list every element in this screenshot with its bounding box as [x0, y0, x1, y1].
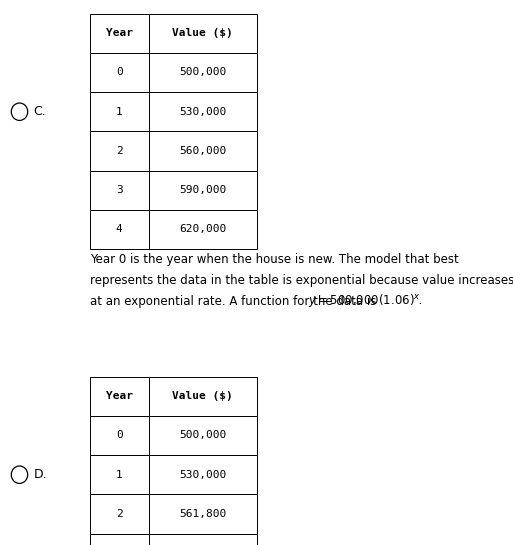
Text: 1: 1: [116, 107, 123, 117]
Text: at an exponential rate. A function for the data is: at an exponential rate. A function for t…: [90, 295, 376, 308]
Bar: [149, 416, 256, 455]
Bar: [90, 210, 149, 249]
Text: Year: Year: [106, 28, 133, 38]
Text: C.: C.: [33, 105, 46, 118]
Text: represents the data in the table is exponential because value increases: represents the data in the table is expo…: [90, 274, 513, 287]
Text: 0: 0: [116, 68, 123, 77]
Bar: [149, 92, 256, 131]
Bar: [90, 377, 149, 416]
Bar: [90, 53, 149, 92]
Text: 530,000: 530,000: [179, 470, 226, 480]
Bar: [90, 494, 149, 534]
Text: 590,000: 590,000: [179, 185, 226, 195]
Text: 0: 0: [116, 431, 123, 440]
Text: Value ($): Value ($): [172, 28, 233, 38]
Bar: [90, 14, 149, 53]
Bar: [149, 131, 256, 171]
Text: 2: 2: [116, 509, 123, 519]
Bar: [149, 494, 256, 534]
Text: 1: 1: [116, 470, 123, 480]
Text: Year: Year: [106, 391, 133, 401]
Bar: [90, 416, 149, 455]
Bar: [149, 534, 256, 545]
Bar: [90, 92, 149, 131]
Bar: [149, 171, 256, 210]
Text: 561,800: 561,800: [179, 509, 226, 519]
Text: 500,000: 500,000: [179, 68, 226, 77]
Bar: [149, 377, 256, 416]
Text: 500,000: 500,000: [179, 431, 226, 440]
Bar: [149, 53, 256, 92]
Text: 620,000: 620,000: [179, 225, 226, 234]
Text: Year 0 is the year when the house is new. The model that best: Year 0 is the year when the house is new…: [90, 253, 459, 267]
Text: 530,000: 530,000: [179, 107, 226, 117]
Bar: [90, 455, 149, 494]
Text: 2: 2: [116, 146, 123, 156]
Text: 4: 4: [116, 225, 123, 234]
Bar: [149, 210, 256, 249]
Bar: [90, 131, 149, 171]
Bar: [149, 455, 256, 494]
Text: 560,000: 560,000: [179, 146, 226, 156]
Text: Value ($): Value ($): [172, 391, 233, 401]
Bar: [90, 534, 149, 545]
Text: 3: 3: [116, 185, 123, 195]
Text: D.: D.: [33, 468, 47, 481]
Bar: [90, 171, 149, 210]
Bar: [149, 14, 256, 53]
Text: $y = 500{,}000(1.06)^x$.: $y = 500{,}000(1.06)^x$.: [308, 292, 423, 309]
